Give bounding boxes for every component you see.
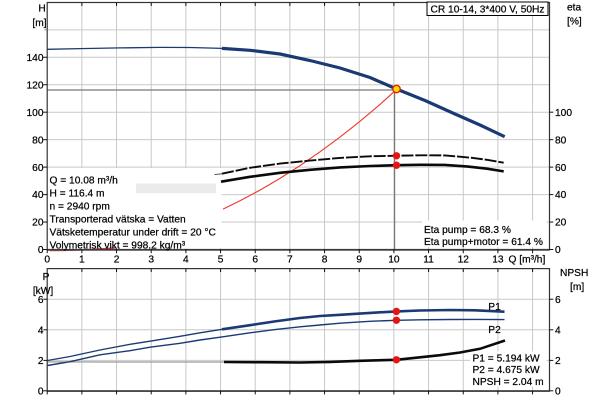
svg-text:0: 0 [38, 245, 44, 256]
svg-text:Volymetrisk vikt = 998.2 kg/m³: Volymetrisk vikt = 998.2 kg/m³ [50, 240, 186, 251]
svg-text:P1: P1 [488, 302, 501, 313]
svg-text:12: 12 [458, 255, 470, 266]
svg-text:7: 7 [287, 255, 293, 266]
svg-text:120: 120 [27, 80, 44, 91]
svg-text:11: 11 [423, 255, 434, 266]
svg-text:P2: P2 [488, 325, 501, 336]
svg-text:80: 80 [32, 135, 44, 146]
svg-text:13: 13 [492, 255, 504, 266]
svg-text:1: 1 [79, 255, 85, 266]
svg-text:0: 0 [555, 386, 561, 397]
svg-text:5: 5 [218, 255, 224, 266]
svg-text:n = 2940 rpm: n = 2940 rpm [50, 201, 110, 212]
svg-text:8: 8 [322, 255, 328, 266]
svg-text:60: 60 [32, 163, 44, 174]
svg-text:0: 0 [44, 255, 50, 266]
svg-text:eta: eta [567, 3, 581, 14]
svg-text:3: 3 [148, 255, 154, 266]
svg-text:10: 10 [388, 255, 400, 266]
svg-text:4: 4 [555, 325, 561, 336]
svg-text:P: P [43, 272, 50, 283]
svg-text:Q [m³/h]: Q [m³/h] [509, 255, 546, 266]
svg-text:100: 100 [555, 108, 572, 119]
svg-text:P1 = 5.194 kW: P1 = 5.194 kW [473, 354, 540, 365]
svg-text:20: 20 [32, 218, 44, 229]
svg-text:0: 0 [38, 386, 44, 397]
svg-text:Transporterad vätska = Vatten: Transporterad vätska = Vatten [50, 214, 186, 225]
svg-text:[m]: [m] [32, 18, 46, 29]
svg-text:2: 2 [555, 356, 561, 367]
svg-text:20: 20 [555, 218, 567, 229]
svg-text:Vätsketemperatur under drift =: Vätsketemperatur under drift = 20 °C [50, 227, 216, 238]
svg-text:[kW]: [kW] [33, 286, 54, 297]
svg-text:[%]: [%] [567, 17, 582, 28]
svg-text:Eta pump = 68.3 %: Eta pump = 68.3 % [424, 225, 511, 236]
svg-text:P2 = 4.675 kW: P2 = 4.675 kW [473, 365, 540, 376]
svg-text:4: 4 [38, 325, 44, 336]
svg-text:40: 40 [555, 190, 567, 201]
svg-text:80: 80 [555, 135, 567, 146]
svg-text:0: 0 [555, 245, 561, 256]
svg-text:H = 116.4 m: H = 116.4 m [50, 188, 105, 199]
svg-text:Q = 10.08 m³/h: Q = 10.08 m³/h [50, 175, 118, 186]
svg-text:100: 100 [27, 108, 44, 119]
svg-text:6: 6 [38, 295, 44, 306]
svg-text:4: 4 [183, 255, 189, 266]
svg-text:CR 10-14, 3*400 V, 50Hz: CR 10-14, 3*400 V, 50Hz [430, 4, 544, 15]
svg-text:140: 140 [27, 53, 44, 64]
svg-text:6: 6 [555, 295, 561, 306]
svg-text:2: 2 [114, 255, 120, 266]
svg-text:NPSH: NPSH [560, 268, 588, 279]
svg-text:NPSH = 2.04 m: NPSH = 2.04 m [473, 377, 544, 388]
svg-text:6: 6 [252, 255, 258, 266]
svg-text:9: 9 [356, 255, 362, 266]
svg-text:60: 60 [555, 163, 567, 174]
svg-text:40: 40 [32, 190, 44, 201]
svg-text:[m]: [m] [570, 282, 584, 293]
svg-text:2: 2 [38, 356, 44, 367]
svg-text:Eta pump+motor = 61.4 %: Eta pump+motor = 61.4 % [424, 237, 543, 248]
svg-text:H: H [38, 4, 45, 15]
